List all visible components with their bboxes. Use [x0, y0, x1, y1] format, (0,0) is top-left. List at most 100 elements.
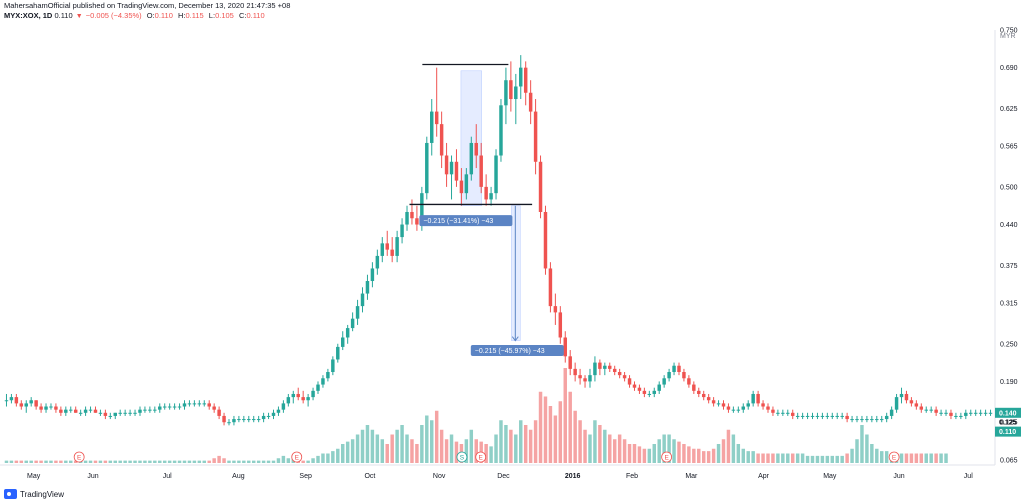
- candle: [296, 387, 300, 401]
- time-tick-9: Feb: [626, 473, 638, 480]
- candle: [746, 400, 750, 410]
- volume-bar: [598, 425, 602, 463]
- time-tick-7: Dec: [497, 473, 510, 480]
- event-label: E: [664, 455, 669, 462]
- volume-bar: [939, 453, 943, 463]
- volume-bar: [726, 429, 731, 463]
- candle-body: [148, 409, 152, 411]
- volume-bar: [494, 434, 498, 463]
- event-marker-4[interactable]: E: [661, 451, 673, 463]
- candle-body: [355, 306, 360, 319]
- event-marker-0[interactable]: E: [73, 451, 85, 463]
- volume-bar: [9, 460, 14, 463]
- volume-bar: [716, 444, 721, 463]
- candle: [98, 409, 103, 416]
- candle-body: [538, 161, 543, 212]
- volume-bar: [54, 460, 58, 463]
- candle: [820, 412, 825, 420]
- open-value: 0.110: [154, 10, 173, 20]
- candle: [375, 249, 380, 275]
- candle-body: [884, 415, 889, 420]
- candle: [73, 406, 78, 413]
- candle: [593, 356, 597, 382]
- time-tick-8: 2016: [565, 473, 581, 480]
- volume-bar: [311, 458, 315, 463]
- candle: [835, 412, 839, 420]
- annotation-layer[interactable]: −0.215 (−31.41%) −43 −0.215 (−45.97%) −43: [409, 63, 564, 357]
- candle-body: [553, 306, 558, 313]
- candle: [276, 406, 281, 416]
- candle-body: [415, 218, 419, 225]
- candle-body: [44, 406, 48, 410]
- event-marker-1[interactable]: E: [291, 451, 303, 463]
- candle-body: [247, 419, 251, 421]
- candle-body: [632, 384, 637, 388]
- candle: [34, 400, 38, 410]
- price-tick-8: 0.250: [1000, 341, 1018, 348]
- candle: [687, 375, 691, 388]
- volume-bar: [568, 391, 572, 463]
- volume-bar: [528, 429, 533, 463]
- currency-label: MYR: [1000, 33, 1016, 40]
- candle-body: [73, 409, 78, 413]
- time-tick-3: Aug: [232, 473, 245, 480]
- candle-body: [9, 397, 14, 401]
- event-marker-5[interactable]: E: [888, 451, 900, 463]
- brand-label[interactable]: TradingView: [20, 489, 65, 499]
- candle-body: [533, 111, 538, 162]
- candle: [697, 387, 701, 398]
- volume-bar: [899, 453, 904, 463]
- volume-bar: [840, 455, 844, 463]
- candle: [870, 415, 874, 423]
- volume-bar: [345, 441, 350, 463]
- candle: [405, 205, 409, 231]
- volume-bar: [276, 458, 281, 463]
- candle: [103, 409, 108, 420]
- volume-bar: [251, 460, 256, 463]
- candle: [459, 168, 464, 206]
- event-marker-3[interactable]: E: [475, 451, 487, 463]
- candle-body: [697, 390, 701, 394]
- time-tick-10: Mar: [685, 473, 698, 480]
- candle: [909, 397, 914, 407]
- time-tick-14: Jul: [964, 473, 973, 480]
- candle: [805, 412, 810, 420]
- candle: [153, 406, 157, 413]
- candle: [855, 415, 859, 423]
- volume-bar: [425, 415, 429, 463]
- candle-body: [69, 409, 73, 411]
- candle: [519, 55, 523, 100]
- volume-bar: [751, 451, 755, 463]
- candle: [128, 409, 132, 416]
- candle: [983, 409, 988, 416]
- volume-bar: [697, 448, 701, 463]
- candle-body: [909, 400, 914, 404]
- candle-body: [677, 365, 681, 373]
- candle-body: [751, 393, 755, 404]
- close-value: 0.110: [246, 10, 265, 20]
- candle: [538, 155, 543, 219]
- event-label: E: [295, 455, 300, 462]
- measure-label-2: −0.215 (−45.97%) −43: [470, 345, 564, 357]
- candle: [790, 409, 795, 420]
- candle-body: [350, 318, 355, 329]
- candle: [830, 412, 835, 420]
- candle-body: [365, 281, 370, 294]
- candle-body: [167, 406, 172, 408]
- candle-body: [464, 174, 469, 194]
- candle: [410, 199, 414, 225]
- event-marker-2[interactable]: S: [456, 451, 468, 463]
- candle-body: [449, 161, 454, 175]
- volume-bar: [400, 425, 404, 463]
- volume-bar: [24, 460, 28, 463]
- symbol-name[interactable]: MYX:XOX, 1D: [4, 10, 53, 20]
- volume-bar: [93, 460, 98, 463]
- candle: [400, 218, 404, 244]
- volume-bar: [439, 429, 444, 463]
- candle-body: [98, 412, 103, 414]
- tradingview-logo-icon[interactable]: [4, 489, 17, 499]
- candle: [341, 331, 345, 351]
- candle-body: [454, 161, 459, 181]
